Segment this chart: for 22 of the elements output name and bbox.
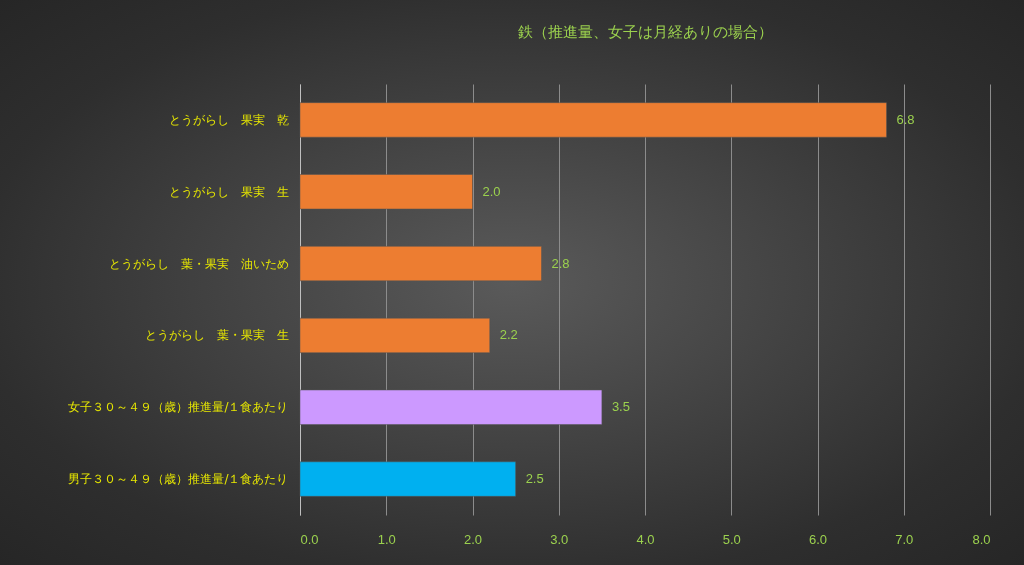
- x-tick-label: 2.0: [463, 531, 483, 547]
- data-label: 2.2: [499, 327, 518, 343]
- data-label: 2.0: [482, 183, 501, 199]
- y-tick-label: とうがらし 果実 生: [168, 184, 289, 199]
- x-tick-label: 1.0: [377, 531, 396, 547]
- x-tick-label: 3.0: [550, 531, 569, 547]
- data-label: 6.8: [896, 111, 915, 127]
- y-tick-label: 女子３０～４９（歳）推進量/１食あたり: [68, 400, 289, 415]
- data-label: 2.5: [525, 471, 544, 487]
- x-tick-label: 8.0: [972, 531, 991, 547]
- chart-title: 鉄（推進量、女子は月経ありの場合）: [517, 23, 773, 41]
- y-tick-label: とうがらし 果実 乾: [168, 112, 289, 127]
- x-tick-label: 7.0: [895, 531, 914, 547]
- x-tick-label: 4.0: [636, 531, 655, 547]
- x-tick-label: 0.0: [300, 531, 319, 547]
- data-label: 2.8: [551, 255, 570, 271]
- x-tick-label: 6.0: [808, 531, 828, 547]
- y-tick-label: 男子３０～４９（歳）推進量/１食あたり: [68, 472, 289, 487]
- y-tick-label: とうがらし 葉・果実 生: [144, 328, 289, 343]
- data-label: 3.5: [611, 399, 630, 415]
- x-tick-label: 5.0: [722, 531, 741, 547]
- y-tick-label: とうがらし 葉・果実 油いため: [108, 256, 289, 271]
